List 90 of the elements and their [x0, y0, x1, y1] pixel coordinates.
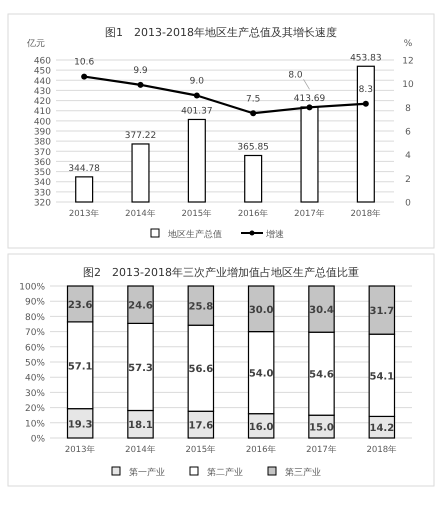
y-tick-label: 320: [34, 198, 52, 208]
y-tick-label: 430: [34, 86, 52, 97]
y-axis-title: 亿元: [26, 38, 45, 49]
point: [81, 74, 88, 80]
y2-tick-label: 10: [402, 80, 414, 90]
x-tick-label: 2016年: [238, 208, 268, 219]
y-tick-label: 350: [34, 168, 52, 178]
data-label: 18.1: [128, 420, 153, 432]
x-tick-label: 2017年: [306, 444, 337, 455]
data-label: 25.8: [188, 302, 214, 313]
y-tick-label: 370: [34, 148, 52, 158]
x-tick-label: 2014年: [125, 208, 156, 219]
y-tick-label: 40%: [24, 374, 46, 384]
x-tick-label: 2018年: [366, 444, 398, 455]
y2-tick-label: 4: [405, 151, 412, 162]
data-label: 57.3: [128, 362, 153, 374]
x-tick-label: 2014年: [125, 444, 156, 455]
point: [306, 104, 312, 110]
y-tick-label: 60%: [24, 343, 46, 354]
y-tick-label: 10%: [24, 419, 46, 430]
data-label: 24.6: [128, 300, 153, 312]
chart-title: 图2 2013-2018年三次产业增加值占地区生产总值比重: [83, 266, 359, 279]
data-label: 56.6: [188, 364, 214, 376]
legend-label: 第三产业: [285, 467, 321, 478]
data-label: 19.3: [68, 419, 93, 430]
data-label: 30.4: [309, 305, 334, 316]
y2-tick-label: 2: [405, 174, 411, 185]
y2-tick-label: 12: [402, 56, 414, 66]
data-label: 57.1: [68, 361, 93, 372]
data-label: 31.7: [369, 306, 394, 318]
data-label: 8.3: [358, 84, 373, 95]
x-tick-label: 2018年: [350, 208, 382, 219]
legend-label: 地区生产总值: [167, 229, 222, 240]
data-label: 17.6: [188, 420, 214, 432]
y2-tick-label: 8: [405, 104, 412, 114]
y-tick-label: 340: [34, 178, 52, 188]
data-label: 413.69: [294, 94, 326, 104]
y2-tick-label: 0: [405, 198, 412, 208]
data-label: 54.0: [248, 368, 274, 380]
y-tick-label: 390: [34, 128, 52, 138]
chart-title: 图1 2013-2018年地区生产总值及其增长速度: [105, 26, 337, 39]
y-tick-label: 50%: [24, 358, 46, 368]
data-label: 10.6: [74, 58, 94, 68]
y-tick-label: 70%: [24, 328, 46, 338]
x-tick-label: 2013年: [68, 208, 100, 219]
y-tick-label: 100%: [19, 282, 46, 292]
legend-label: 第二产业: [207, 467, 243, 478]
x-tick-label: 2015年: [186, 444, 216, 455]
y-tick-label: 400: [34, 117, 52, 128]
y-tick-label: 330: [34, 188, 52, 198]
y-tick-label: 450: [34, 66, 52, 77]
y-tick-label: 410: [34, 107, 52, 118]
legend-label: 增速: [265, 229, 284, 240]
y2-axis-title: %: [404, 39, 413, 49]
data-label: 365.85: [237, 142, 269, 152]
y-tick-label: 90%: [24, 298, 46, 308]
data-label: 7.5: [246, 94, 260, 104]
legend-label: 第一产业: [129, 467, 165, 478]
y2-tick-label: 6: [405, 128, 412, 138]
point: [362, 100, 369, 107]
data-label: 344.78: [68, 164, 100, 174]
data-label: 453.83: [350, 53, 382, 64]
data-label: 377.22: [124, 130, 156, 141]
y-tick-label: 460: [34, 56, 52, 66]
x-tick-label: 2017年: [294, 208, 325, 219]
point: [250, 110, 256, 116]
y-tick-label: 80%: [24, 312, 46, 323]
data-label: 23.6: [68, 300, 93, 311]
y-tick-label: 30%: [24, 388, 46, 399]
y-tick-label: 440: [34, 76, 52, 87]
data-label: 401.37: [181, 106, 213, 116]
point: [138, 82, 144, 88]
data-label: 30.0: [248, 304, 274, 316]
data-label: 9.9: [133, 66, 148, 76]
data-label: 16.0: [248, 422, 274, 433]
data-label: 54.6: [309, 370, 334, 381]
y-tick-label: 420: [34, 97, 52, 108]
data-label: 9.0: [190, 76, 204, 86]
x-tick-label: 2016年: [246, 444, 276, 455]
data-label: 54.1: [369, 371, 394, 382]
y-tick-label: 20%: [24, 404, 46, 414]
y-tick-label: 380: [34, 138, 52, 148]
point: [194, 92, 200, 98]
x-tick-label: 2013年: [64, 444, 96, 455]
x-tick-label: 2015年: [182, 208, 212, 219]
data-label: 15.0: [309, 422, 334, 434]
data-label: 14.2: [369, 423, 394, 434]
data-label: 8.0: [288, 70, 303, 80]
y-tick-label: 0%: [30, 434, 46, 444]
y-tick-label: 360: [34, 158, 52, 168]
